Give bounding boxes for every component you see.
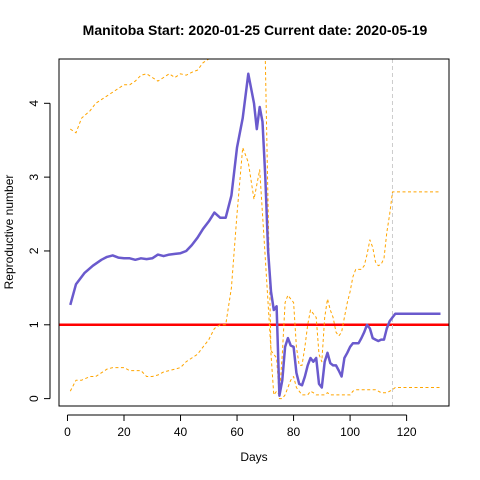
y-tick-label: 0 <box>27 395 41 402</box>
y-axis: 0 1 2 3 4 <box>27 100 51 402</box>
y-axis-label: Reproductive number <box>2 175 16 290</box>
y-tick-label: 3 <box>27 173 41 180</box>
plot-frame <box>58 58 450 407</box>
x-tick-label: 60 <box>230 425 244 439</box>
x-axis-label: Days <box>240 450 267 464</box>
y-tick-label: 1 <box>27 321 41 328</box>
chart-title: Manitoba Start: 2020-01-25 Current date:… <box>83 22 428 38</box>
x-tick-label: 0 <box>64 425 71 439</box>
series-line-lower-bound <box>69 147 441 400</box>
series-line-upper-bound <box>70 59 441 396</box>
x-tick-label: 80 <box>287 425 301 439</box>
plot-content <box>59 59 449 406</box>
series-line-estimate <box>69 72 441 397</box>
x-axis: 0 20 40 60 80 100 120 <box>64 414 417 439</box>
x-tick-label: 100 <box>340 425 360 439</box>
y-tick-label: 2 <box>27 247 41 254</box>
x-tick-label: 120 <box>397 425 417 439</box>
x-tick-label: 20 <box>117 425 131 439</box>
y-tick-label: 4 <box>27 100 41 107</box>
x-tick-label: 40 <box>174 425 188 439</box>
